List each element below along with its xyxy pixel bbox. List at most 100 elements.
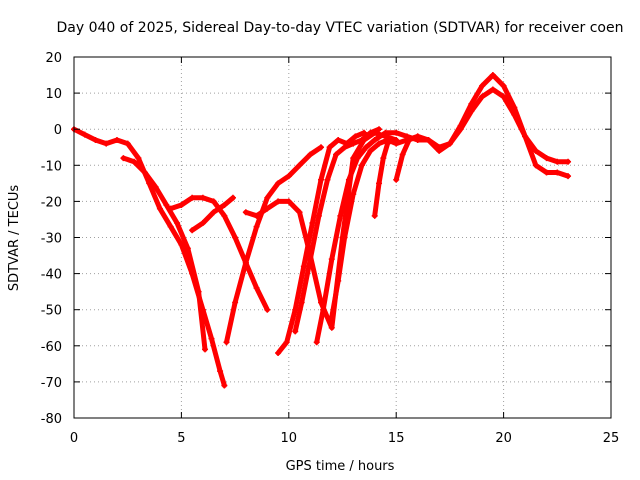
y-axis-label: SDTVAR / TECUs (7, 185, 22, 292)
data-point (436, 144, 443, 151)
data-point (189, 194, 196, 201)
y-tick-label-10: -80 (41, 412, 62, 427)
y-tick-label-8: -60 (41, 340, 62, 355)
y-tick-label-4: -20 (41, 195, 62, 210)
data-point (350, 191, 357, 198)
data-point (178, 202, 185, 209)
data-point (393, 129, 400, 136)
data-point (174, 220, 181, 227)
data-point (292, 306, 299, 313)
data-point (120, 155, 127, 162)
data-point (532, 162, 539, 169)
data-point (328, 324, 335, 331)
y-tick-label-0: 20 (45, 51, 62, 66)
data-point (489, 72, 496, 79)
data-point (337, 212, 344, 219)
data-point (565, 158, 572, 165)
data-point (522, 133, 529, 140)
data-point (371, 212, 378, 219)
x-axis-label: GPS time / hours (286, 459, 395, 474)
data-point (283, 339, 290, 346)
data-point (335, 277, 342, 284)
data-point (399, 151, 406, 158)
data-point (384, 140, 391, 147)
data-point (275, 198, 282, 205)
data-point (313, 339, 320, 346)
series-line-5 (224, 144, 324, 345)
data-point (195, 288, 202, 295)
data-point (341, 144, 348, 151)
data-point (382, 129, 389, 136)
data-point (113, 137, 120, 144)
plot-area (71, 72, 572, 389)
data-point (285, 198, 292, 205)
data-point (163, 202, 170, 209)
data-point (229, 194, 236, 201)
data-point (217, 368, 224, 375)
data-point (253, 212, 260, 219)
data-point (406, 137, 413, 144)
series-line-9 (314, 72, 571, 345)
data-point (199, 194, 206, 201)
y-tick-label-1: 10 (45, 87, 62, 102)
chart-title: Day 040 of 2025, Sidereal Day-to-day VTE… (57, 20, 624, 36)
data-point (210, 209, 217, 216)
data-point (307, 151, 314, 158)
data-point (367, 129, 374, 136)
data-point (210, 198, 217, 205)
data-point (315, 212, 322, 219)
data-point (479, 93, 486, 100)
series-6 (242, 129, 400, 331)
data-point (167, 223, 174, 230)
data-point (363, 144, 370, 151)
data-point (345, 176, 352, 183)
data-point (371, 137, 378, 144)
series-line-2 (120, 155, 208, 352)
data-point (500, 93, 507, 100)
data-point (300, 263, 307, 270)
data-point (367, 147, 374, 154)
data-point (135, 155, 142, 162)
data-point (479, 82, 486, 89)
data-point (320, 306, 327, 313)
x-tick-label-5: 25 (603, 431, 620, 446)
data-point (324, 176, 331, 183)
data-point (221, 212, 228, 219)
data-point (376, 180, 383, 187)
data-point (554, 169, 561, 176)
data-point (264, 306, 271, 313)
data-point (103, 140, 110, 147)
axis-ticks: 0 5 10 15 20 25 20 10 0 -10 -20 -30 -40 -50 -60 -70 -80 (41, 51, 620, 446)
data-point (376, 140, 383, 147)
y-tick-label-3: -10 (41, 159, 62, 174)
series-line-12 (393, 133, 421, 183)
data-point (264, 194, 271, 201)
y-tick-label-5: -30 (41, 232, 62, 247)
data-point (208, 335, 215, 342)
data-point (141, 169, 148, 176)
series-line-11 (372, 141, 391, 219)
y-tick-label-6: -40 (41, 268, 62, 283)
data-point (354, 155, 361, 162)
series-12 (393, 133, 421, 183)
data-point (360, 129, 367, 136)
data-point (335, 137, 342, 144)
data-point (358, 162, 365, 169)
data-point (554, 158, 561, 165)
x-tick-label-2: 10 (281, 431, 298, 446)
series-line-10 (329, 87, 571, 320)
data-point (285, 173, 292, 180)
data-point (223, 339, 230, 346)
data-point (275, 180, 282, 187)
data-point (189, 227, 196, 234)
data-point (199, 220, 206, 227)
data-point (242, 209, 249, 216)
data-point (298, 299, 305, 306)
data-point (296, 209, 303, 216)
series-line-6 (243, 130, 399, 331)
data-point (358, 137, 365, 144)
series-line-1 (71, 126, 227, 388)
data-point (124, 140, 131, 147)
data-point (328, 313, 335, 320)
data-point (232, 234, 239, 241)
